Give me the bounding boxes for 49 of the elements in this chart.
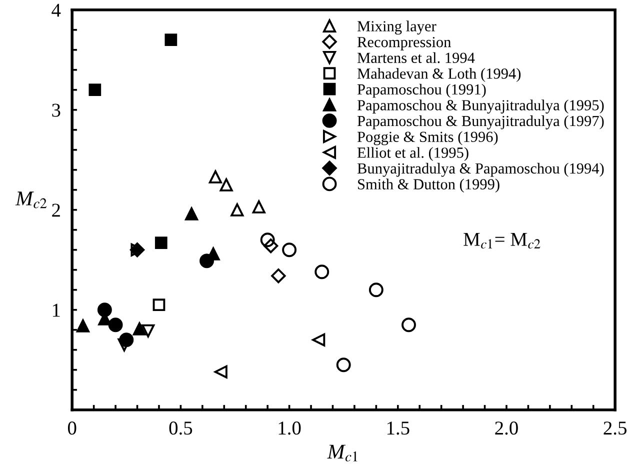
legend-label: Martens et al. 1994: [357, 52, 475, 64]
point: [152, 298, 166, 312]
point: [271, 268, 286, 284]
y-tick-label: 4: [52, 4, 61, 17]
point: [208, 170, 222, 184]
x-tick-label: 0: [68, 422, 76, 435]
point: [164, 34, 178, 46]
point: [368, 282, 384, 298]
x-axis-title: M$_{c1}$: [327, 444, 358, 462]
point: [252, 200, 266, 214]
y-tick-label: 1: [52, 304, 60, 317]
y-tick-label: 2: [52, 204, 60, 217]
legend-label: Mixing layer: [357, 20, 436, 35]
x-tick-label: 2.5: [604, 422, 626, 435]
point: [312, 333, 326, 346]
point: [230, 203, 244, 216]
point: [200, 254, 214, 268]
legend-label: Bunyajitradulya & Papamoschou (1994): [357, 162, 604, 177]
y-tick-label: 3: [52, 104, 60, 117]
point: [282, 242, 297, 258]
x-tick-label: 1.5: [387, 422, 410, 435]
point: [314, 264, 330, 280]
point: [154, 236, 168, 250]
legend-label: Elliot et al. (1995): [357, 147, 468, 161]
x-tick-label: 1.0: [278, 422, 301, 435]
legend-label: Papamoschou & Bunyajitradulya (1997): [357, 115, 604, 130]
legend-label: Mahadevan & Loth (1994): [357, 68, 521, 82]
y-axis-title: M$_{c2}$: [15, 192, 47, 208]
point: [142, 324, 155, 338]
point: [220, 178, 233, 192]
legend-label: Smith & Dutton (1999): [358, 178, 500, 193]
point: [260, 232, 275, 248]
legend-label: Recompression: [357, 36, 451, 50]
point: [185, 207, 198, 220]
point: [263, 238, 278, 254]
point: [88, 84, 102, 96]
point: [402, 318, 416, 332]
point: [214, 365, 228, 378]
x-tick-label: 0.5: [169, 422, 192, 435]
legend-label: Poggie & Smits (1996): [357, 131, 498, 146]
point: [336, 358, 351, 372]
annotation: M$_{c1}$= M$_{c2}$: [464, 233, 540, 248]
legend-label: Papamoschou & Bunyajitradulya (1995): [357, 100, 604, 114]
legend-label: Papamoschou (1991): [357, 84, 486, 98]
point: [97, 302, 112, 318]
point: [108, 318, 123, 332]
x-tick-label: 2.0: [495, 422, 518, 435]
point: [76, 319, 90, 332]
point: [132, 322, 146, 336]
